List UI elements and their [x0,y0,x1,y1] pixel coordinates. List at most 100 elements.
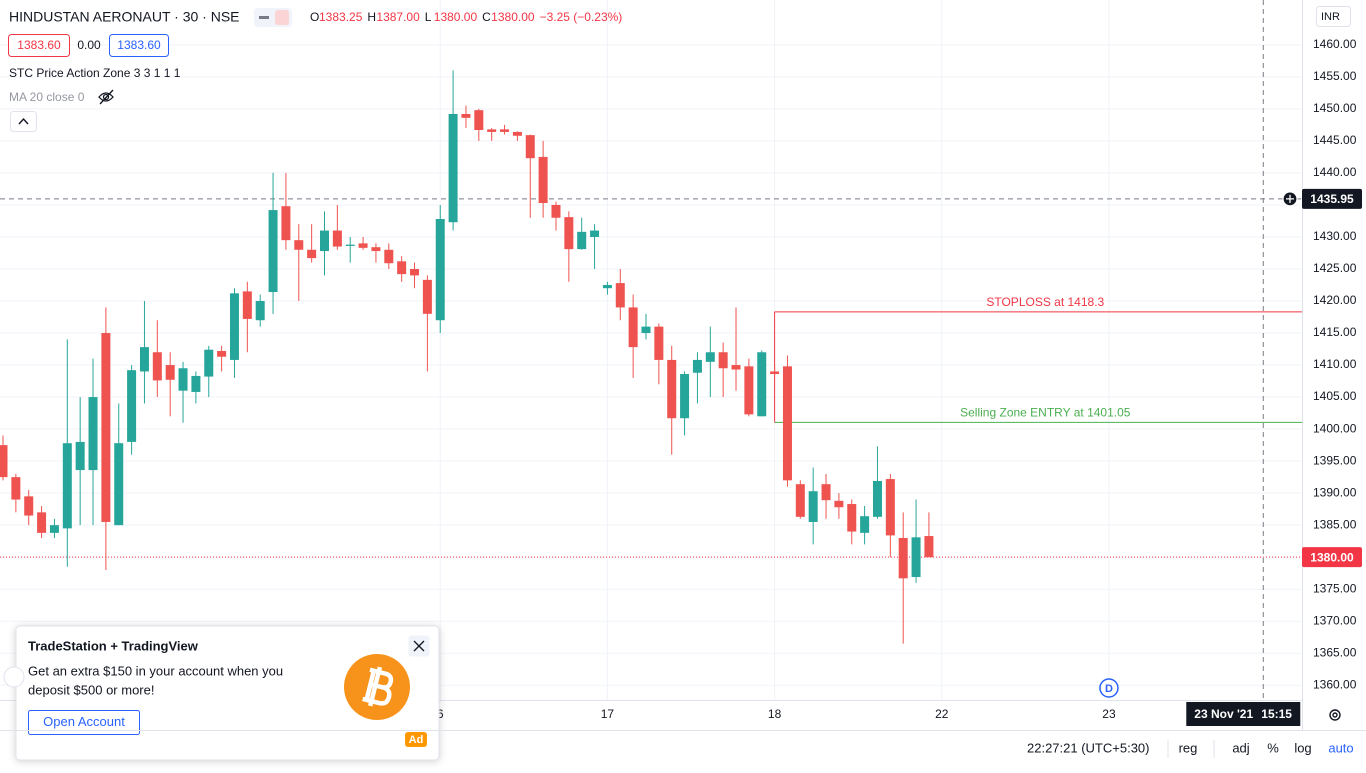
candle-body [924,536,934,558]
chevron [18,117,29,125]
candle-body [24,496,34,516]
y-tick-label: 1385.00 [1313,517,1357,531]
candle-body [680,374,690,419]
currency-button[interactable] [1316,6,1351,27]
settings-icon[interactable] [1329,709,1341,721]
y-tick-label: 1360.00 [1313,677,1357,691]
candle-body [204,349,214,377]
candle-body [808,491,818,522]
candle-body [410,268,420,276]
candle-body [384,249,394,264]
candle-body [127,370,137,442]
event-marker [1099,678,1119,698]
ad-text: Get an extra $150 in your account when y… [28,663,283,678]
buy-button[interactable] [109,34,169,57]
annotation-label: Selling Zone ENTRY at 1401.05 [960,406,1131,420]
ohlc-key: H [367,10,376,24]
y-tick-label: 1440.00 [1313,165,1357,179]
scroll-button[interactable] [3,666,25,688]
candle-body [847,504,857,532]
candle-body [898,537,908,579]
footer-option[interactable]: % [1267,740,1279,755]
indicator[interactable]: MA 20 close 0 [9,90,85,104]
y-tick-label: 1405.00 [1313,389,1357,403]
candle-body [0,445,8,478]
bid: 1383.60 [17,38,61,52]
collapse-button[interactable] [10,111,37,132]
candle-body [268,210,278,293]
price-axis [1302,0,1366,730]
candle-body [242,291,252,319]
x-tick-label: 6 [437,707,444,721]
sell-button[interactable] [8,34,70,57]
y-tick-label: 1455.00 [1313,69,1357,83]
candle-body [705,352,715,362]
y-tick-label: 1445.00 [1313,133,1357,147]
ohlc: O 1383.25 H 1387.00 L 1380.00 C 1380.00 −3.25 (−… [310,10,622,24]
ohlc-value: 1380.00 [491,10,535,24]
candle-body [757,352,767,417]
last-price-label: 1380.00 [1310,550,1354,564]
candle-body [551,204,561,218]
crosshair-time: 15:15 [1261,707,1292,721]
footer: 22:27:21 (UTC+5:30) reg adj% log auto [1027,740,1354,758]
candle-body [307,249,317,259]
symbol[interactable]: HINDUSTAN AERONAUT · 30 · NSE [9,9,240,25]
candle-body [538,156,548,204]
ohlc-value: 1387.00 [376,10,420,24]
candle-body [101,333,111,522]
crosshair-price-label: 1435.95 [1310,192,1354,206]
candle-body [62,443,72,529]
candle-body [461,113,471,118]
icon [275,10,289,25]
candle-body [564,217,574,250]
candle-body [217,350,227,357]
candle-body [435,219,445,321]
candle-body [911,537,921,578]
hidden-eye-icon[interactable] [98,89,114,105]
candle-body [88,397,98,471]
candle-body [191,375,201,392]
footer-option[interactable]: reg [1179,740,1198,755]
last-price-tag [1302,547,1362,568]
crosshair-price-tag [1302,188,1362,209]
footer-option[interactable]: adj [1232,740,1249,755]
candle-body [500,129,510,132]
footer-option[interactable]: log [1294,740,1311,755]
footer-option[interactable]: auto [1328,740,1353,755]
x-tick-label: 18 [768,707,782,721]
candle-body [795,484,805,517]
ohlc-value: 1383.25 [319,10,363,24]
y-tick-label: 1370.00 [1313,613,1357,627]
y-tick-label: 1415.00 [1313,325,1357,339]
event-marker-label: D [1105,683,1113,695]
candle-body [885,479,895,536]
candle-body [165,365,175,380]
candle-body [602,284,612,289]
ad-badge-label: Ad [409,734,424,746]
clock: 22:27:21 (UTC+5:30) [1027,740,1149,755]
ad-title: TradeStation + TradingView [28,638,199,653]
x-tick-label: 22 [935,707,949,721]
ohlc-value: 1380.00 [434,10,478,24]
candle-body [821,484,831,501]
y-tick-label: 1420.00 [1313,293,1357,307]
candle-body [448,113,458,223]
candle-body [474,110,484,131]
candle-body [692,359,702,373]
ad-text: deposit $500 or more! [28,682,154,697]
ohlc-key: O [310,10,319,24]
crosshair-time-tag [1186,702,1301,726]
indicator[interactable]: STC Price Action Zone 3 3 1 1 1 [9,66,181,80]
plus-icon [1286,194,1294,203]
candle-body [139,347,149,372]
crosshair-date: 23 Nov '21 [1194,707,1253,721]
ohlc-key: L [425,10,432,24]
candle-body [11,477,21,500]
icon [259,16,269,19]
y-tick-label: 1365.00 [1313,645,1357,659]
candle-body [731,365,741,370]
change: −3.25 (−0.23%) [540,10,623,24]
open-account-button[interactable] [28,710,140,735]
